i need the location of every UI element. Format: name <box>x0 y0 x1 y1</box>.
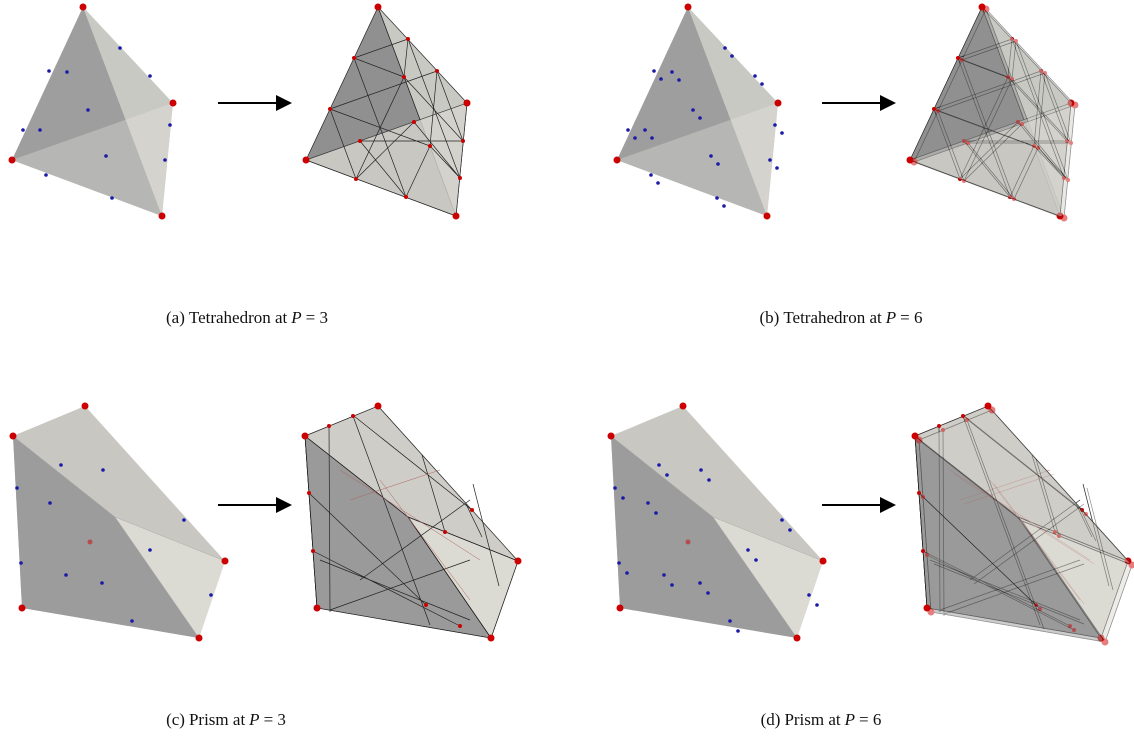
caption-variable: P <box>845 710 855 729</box>
caption-text: Tetrahedron at <box>783 308 881 327</box>
caption-equation: = 6 <box>859 710 881 729</box>
caption-equation: = 3 <box>306 308 328 327</box>
panel-d-art <box>608 403 1134 646</box>
panel-a-art <box>9 4 471 220</box>
caption-equation: = 6 <box>900 308 922 327</box>
caption: (d)Prism at P= 6 <box>761 710 882 730</box>
caption-label: (b) <box>760 308 780 327</box>
figure: (a)Tetrahedron atP= 3 (b)Tetrahedron atP… <box>0 0 1134 740</box>
caption-variable: P <box>291 308 301 327</box>
figure-art <box>0 0 1134 740</box>
caption-text: Tetrahedron at <box>189 308 287 327</box>
panel-c-art <box>10 403 522 642</box>
caption-label: (d) <box>761 710 781 729</box>
caption-variable: P <box>886 308 896 327</box>
panel-b-art <box>614 4 1079 222</box>
caption: (b)Tetrahedron at P= 6 <box>760 308 923 328</box>
caption-text: Prism at <box>189 710 245 729</box>
caption-text: Prism at <box>784 710 840 729</box>
caption-label: (c) <box>166 710 185 729</box>
caption-equation: = 3 <box>264 710 286 729</box>
caption-label: (a) <box>166 308 185 327</box>
caption-variable: P <box>249 710 259 729</box>
